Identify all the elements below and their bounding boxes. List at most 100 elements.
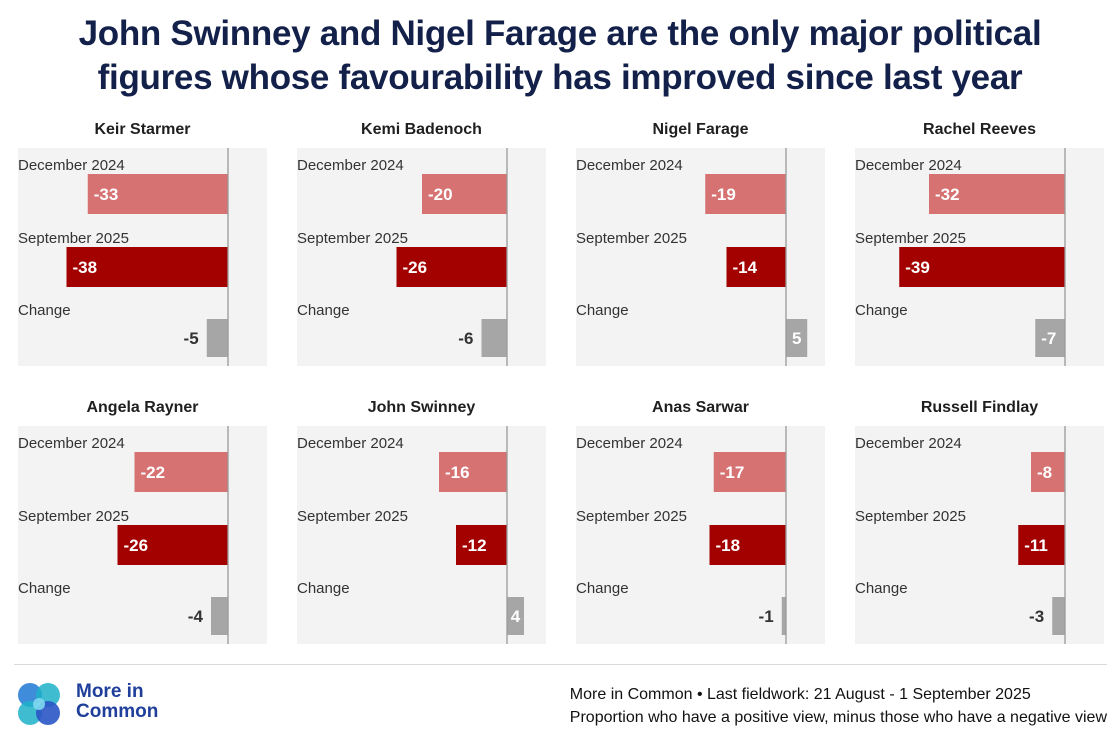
sep-2025-bar xyxy=(726,247,786,287)
data-label: -14 xyxy=(733,258,758,277)
panel-title: Keir Starmer xyxy=(94,121,191,138)
source-line-1: More in Common • Last fieldwork: 21 Augu… xyxy=(569,686,1031,703)
sep-2025-bar xyxy=(1018,525,1065,565)
change-bar xyxy=(211,597,228,635)
dec-2024-bar xyxy=(87,174,228,214)
brand-name: More in Common xyxy=(76,682,158,722)
data-label: -3 xyxy=(1029,607,1044,626)
chart-panel: John Swinney December 2024 -16 September 20… xyxy=(297,398,546,655)
chart-title-line-2: figures whose favourability has improved… xyxy=(97,58,1023,97)
sep-2025-bar xyxy=(899,247,1065,287)
plot-background xyxy=(855,426,1104,644)
data-label: -4 xyxy=(188,607,204,626)
data-label: -7 xyxy=(1041,329,1056,348)
row-label: September 2025 xyxy=(297,230,408,247)
data-label: 5 xyxy=(792,329,801,348)
row-label: Change xyxy=(297,580,350,597)
dec-2024-bar xyxy=(705,174,786,214)
row-label: Change xyxy=(18,302,71,319)
row-label: December 2024 xyxy=(297,157,404,174)
row-label: September 2025 xyxy=(576,230,687,247)
row-label: Change xyxy=(855,302,908,319)
dec-2024-bar xyxy=(134,452,228,492)
source-line-2: Proportion who have a positive view, min… xyxy=(569,709,1107,726)
row-label: December 2024 xyxy=(576,157,683,174)
data-label: -1 xyxy=(759,607,774,626)
change-bar xyxy=(1052,597,1065,635)
row-label: September 2025 xyxy=(18,508,129,525)
sep-2025-bar xyxy=(66,247,228,287)
panel-title: Nigel Farage xyxy=(652,121,749,138)
data-label: -17 xyxy=(720,463,745,482)
change-bar xyxy=(481,319,507,357)
dec-2024-bar xyxy=(422,174,507,214)
row-label: December 2024 xyxy=(18,435,125,452)
data-label: -12 xyxy=(462,536,487,555)
row-label: September 2025 xyxy=(18,230,129,247)
data-label: -39 xyxy=(905,258,930,277)
row-label: Change xyxy=(576,302,629,319)
panel-title: Anas Sarwar xyxy=(652,399,749,416)
chart-panel: Anas Sarwar December 2024 -17 September 202… xyxy=(576,398,825,655)
footer-divider xyxy=(14,664,1107,665)
change-bar xyxy=(206,319,228,357)
source-note: More in Common • Last fieldwork: 21 Augu… xyxy=(570,683,1107,729)
data-label: -19 xyxy=(711,185,736,204)
data-label: -16 xyxy=(445,463,470,482)
chart-panel: Russell Findlay December 2024 -8 September … xyxy=(855,398,1104,655)
chart-panel: Rachel Reeves December 2024 -32 September 2… xyxy=(855,120,1104,377)
row-label: Change xyxy=(855,580,908,597)
panel-plot: December 2024 -8 September 2025 -11 Change -3 xyxy=(855,426,1104,644)
dec-2024-bar xyxy=(1031,452,1065,492)
chart-panel: Angela Rayner December 2024 -22 September 2… xyxy=(18,398,267,655)
row-label: September 2025 xyxy=(297,508,408,525)
row-label: September 2025 xyxy=(855,508,966,525)
row-label: December 2024 xyxy=(297,435,404,452)
dec-2024-bar xyxy=(929,174,1065,214)
sep-2025-bar xyxy=(709,525,786,565)
data-label: -22 xyxy=(141,463,166,482)
panel-title: Angela Rayner xyxy=(86,399,199,416)
panel-title: Russell Findlay xyxy=(920,399,1039,416)
chart-panel: Kemi Badenoch December 2024 -20 September 2… xyxy=(297,120,546,377)
row-label: December 2024 xyxy=(18,157,125,174)
plot-background xyxy=(576,426,825,644)
data-label: -18 xyxy=(716,536,741,555)
change-bar xyxy=(781,597,786,635)
change-bar xyxy=(786,319,808,357)
row-label: September 2025 xyxy=(576,508,687,525)
sep-2025-bar xyxy=(456,525,507,565)
data-label: -5 xyxy=(184,329,199,348)
brand-line-2: Common xyxy=(76,701,159,722)
panel-plot: December 2024 -20 September 2025 -26 Change -… xyxy=(297,148,546,366)
data-label: -33 xyxy=(94,185,119,204)
panel-title: John Swinney xyxy=(367,399,476,416)
chart-panel: Keir Starmer December 2024 -33 September 20… xyxy=(18,120,267,377)
sep-2025-bar xyxy=(396,247,507,287)
change-bar xyxy=(507,597,524,635)
dec-2024-bar xyxy=(439,452,507,492)
dec-2024-bar xyxy=(713,452,786,492)
data-label: -38 xyxy=(73,258,98,277)
panel-title: Kemi Badenoch xyxy=(361,121,482,138)
chart-panel: Nigel Farage December 2024 -19 September 20… xyxy=(576,120,825,377)
data-label: -26 xyxy=(403,258,428,277)
panel-title: Rachel Reeves xyxy=(923,121,1036,138)
sep-2025-bar xyxy=(117,525,228,565)
chart-title-line-1: John Swinney and Nigel Farage are the on… xyxy=(78,14,1042,53)
more-in-common-logo-icon xyxy=(18,683,60,725)
data-label: -11 xyxy=(1024,536,1048,555)
data-label: -8 xyxy=(1037,463,1052,482)
data-label: 4 xyxy=(511,607,521,626)
data-label: -26 xyxy=(124,536,149,555)
panel-plot: December 2024 -33 September 2025 -38 Change -… xyxy=(18,148,267,366)
chart-title: John Swinney and Nigel Farage are the on… xyxy=(0,12,1120,100)
panel-plot: December 2024 -32 September 2025 -39 Change -… xyxy=(855,148,1104,366)
row-label: September 2025 xyxy=(855,230,966,247)
row-label: December 2024 xyxy=(855,435,962,452)
panel-plot: December 2024 -22 September 2025 -26 Change -… xyxy=(18,426,267,644)
data-label: -32 xyxy=(935,185,960,204)
row-label: Change xyxy=(297,302,350,319)
brand-line-1: More in xyxy=(76,681,144,702)
change-bar xyxy=(1035,319,1065,357)
